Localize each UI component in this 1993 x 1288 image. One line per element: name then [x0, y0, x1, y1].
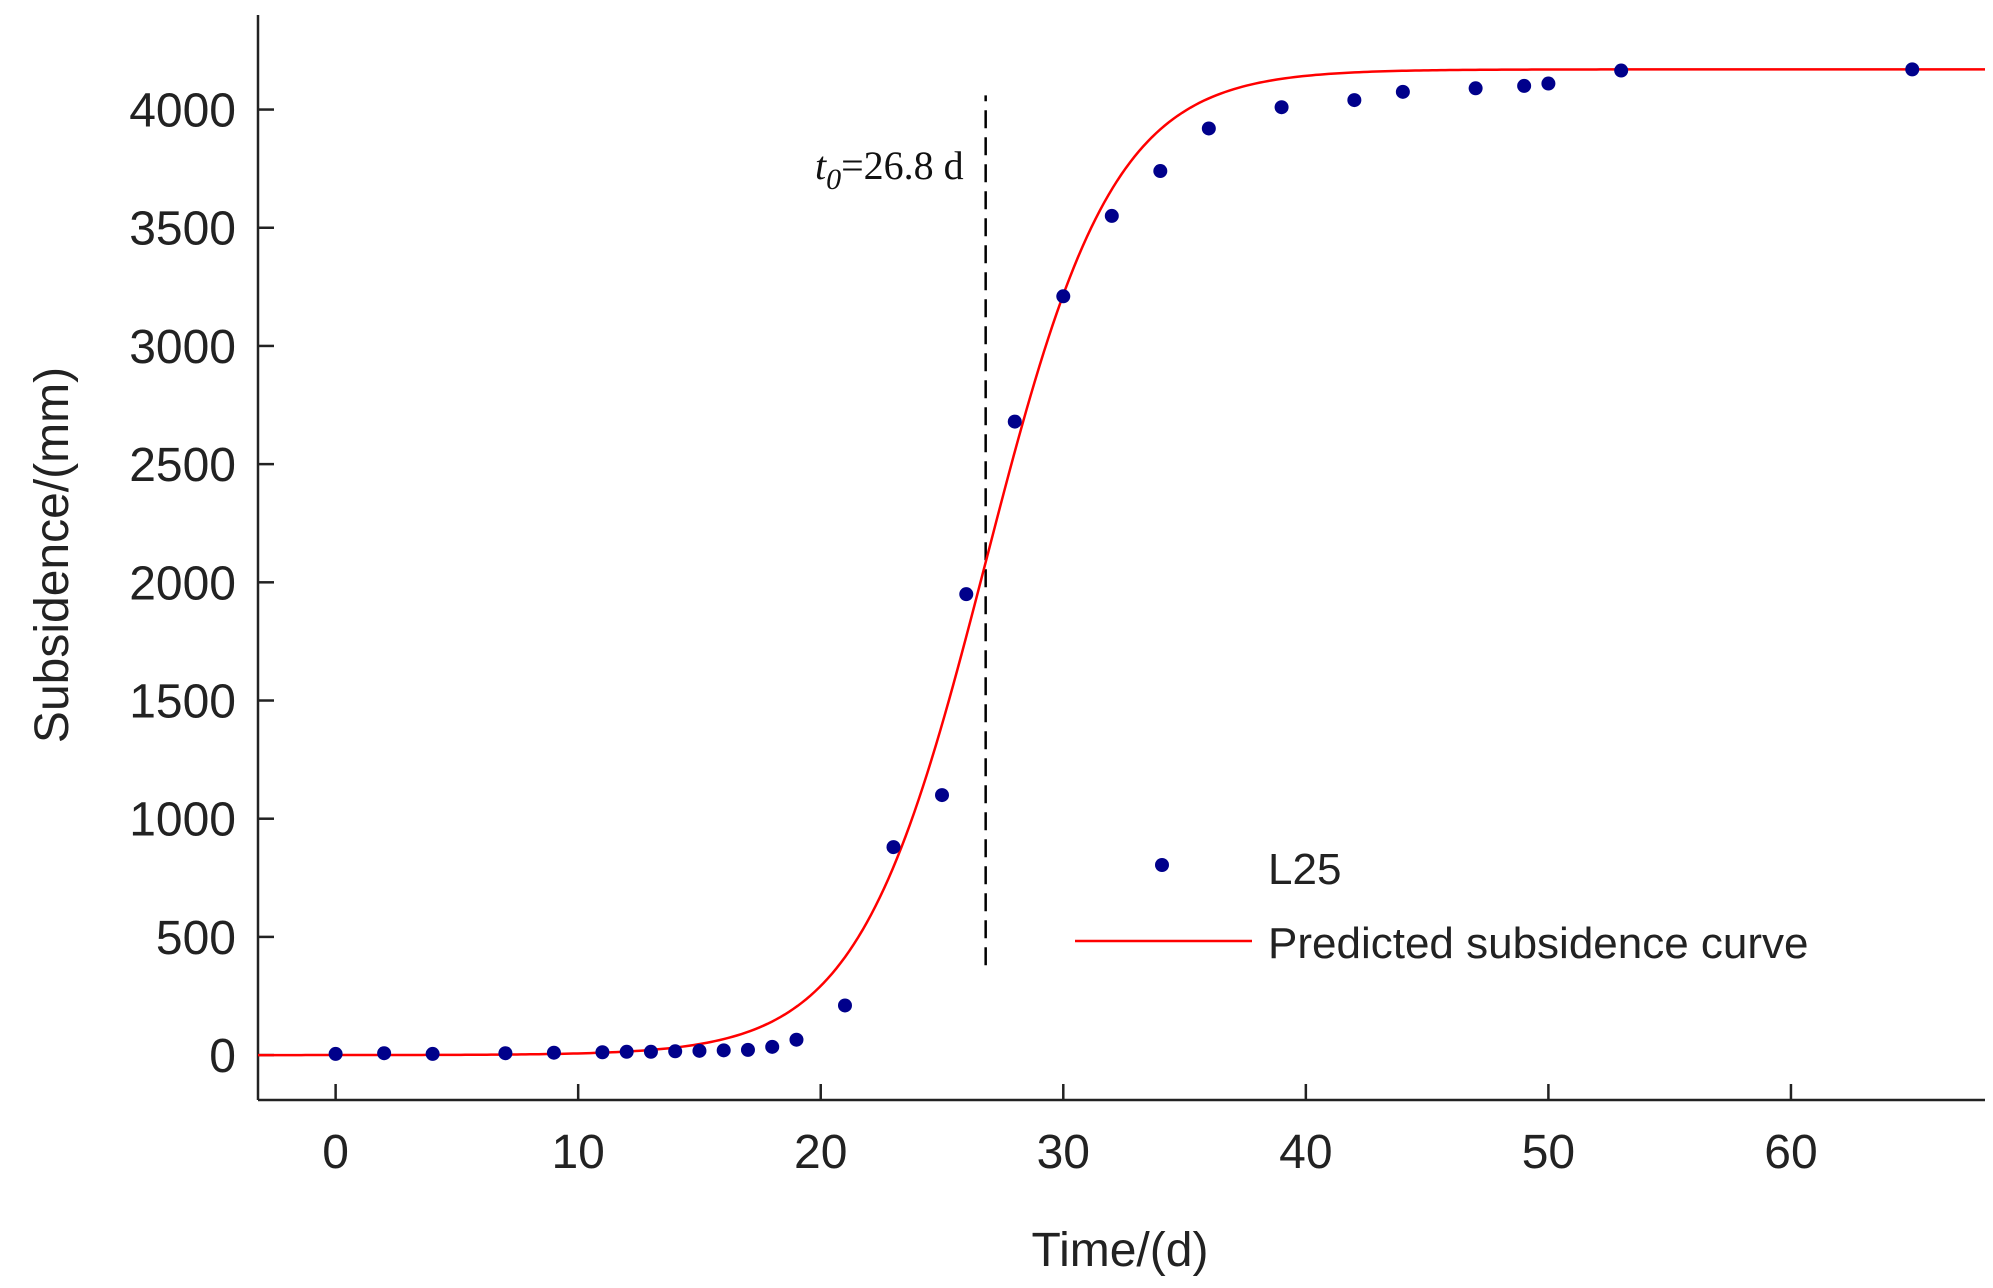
data-point-l25 — [1201, 121, 1216, 136]
data-point-l25 — [1614, 63, 1629, 78]
x-tick-label-20: 20 — [794, 1126, 847, 1179]
y-tick-label-4000: 4000 — [129, 85, 236, 138]
data-point-l25 — [740, 1042, 755, 1057]
data-point-l25 — [668, 1044, 683, 1059]
predicted-curve-layer — [258, 68, 1985, 1057]
x-tick-label-0: 0 — [322, 1126, 349, 1179]
x-tick-label-60: 60 — [1764, 1126, 1817, 1179]
data-point-l25 — [1104, 208, 1119, 223]
t0-label-t: t — [815, 143, 827, 188]
x-tick-label-10: 10 — [551, 1126, 604, 1179]
legend-label-predicted: Predicted subsidence curve — [1268, 919, 1809, 968]
t0-label-subscript: 0 — [826, 163, 841, 196]
data-point-l25 — [619, 1044, 634, 1059]
legend: L25 Predicted subsidence curve — [1075, 845, 1809, 968]
data-point-l25 — [328, 1046, 343, 1061]
data-point-l25 — [716, 1043, 731, 1058]
data-point-l25 — [1274, 100, 1289, 115]
y-tick-label-1500: 1500 — [129, 676, 236, 729]
y-tick-label-2500: 2500 — [129, 439, 236, 492]
axes: 0 10 20 30 40 50 60 0 500 1000 1500 2000 2500 3000 350… — [129, 15, 1985, 1179]
l25-points-layer — [328, 62, 1920, 1061]
data-point-l25 — [1905, 62, 1920, 77]
x-tick-label-30: 30 — [1037, 1126, 1090, 1179]
data-point-l25 — [765, 1039, 780, 1054]
data-point-l25 — [837, 998, 852, 1013]
data-point-l25 — [935, 788, 950, 803]
y-tick-label-0: 0 — [209, 1030, 236, 1083]
y-tick-label-2000: 2000 — [129, 557, 236, 610]
data-point-l25 — [546, 1045, 561, 1060]
x-tick-label-50: 50 — [1522, 1126, 1575, 1179]
x-tick-label-40: 40 — [1279, 1126, 1332, 1179]
data-point-l25 — [692, 1043, 707, 1058]
data-point-l25 — [1468, 81, 1483, 96]
data-point-l25 — [1153, 164, 1168, 179]
data-point-l25 — [425, 1046, 440, 1061]
data-point-l25 — [643, 1044, 658, 1059]
predicted-subsidence-curve — [258, 68, 1985, 1057]
data-point-l25 — [1395, 84, 1410, 99]
y-tick-label-1000: 1000 — [129, 794, 236, 847]
data-point-l25 — [959, 587, 974, 602]
data-point-l25 — [1007, 414, 1022, 429]
y-tick-label-3500: 3500 — [129, 203, 236, 256]
data-point-l25 — [1347, 93, 1362, 108]
x-axis-label: Time/(d) — [1032, 1224, 1209, 1277]
data-point-l25 — [1541, 76, 1556, 91]
y-axis-label: Subsidence/(mm) — [26, 367, 79, 743]
data-point-l25 — [1517, 78, 1532, 93]
annotations: t0=26.8 d — [815, 95, 987, 966]
legend-label-l25: L25 — [1268, 845, 1341, 894]
legend-marker-l25 — [1155, 858, 1169, 872]
y-tick-label-500: 500 — [156, 912, 236, 965]
data-point-l25 — [1056, 289, 1071, 304]
data-point-l25 — [498, 1046, 513, 1061]
t0-label: t0=26.8 d — [815, 143, 964, 196]
data-point-l25 — [886, 840, 901, 855]
data-point-l25 — [377, 1046, 392, 1061]
data-point-l25 — [789, 1032, 804, 1047]
t0-label-value: =26.8 d — [841, 143, 964, 188]
data-point-l25 — [595, 1045, 610, 1060]
y-tick-label-3000: 3000 — [129, 321, 236, 374]
